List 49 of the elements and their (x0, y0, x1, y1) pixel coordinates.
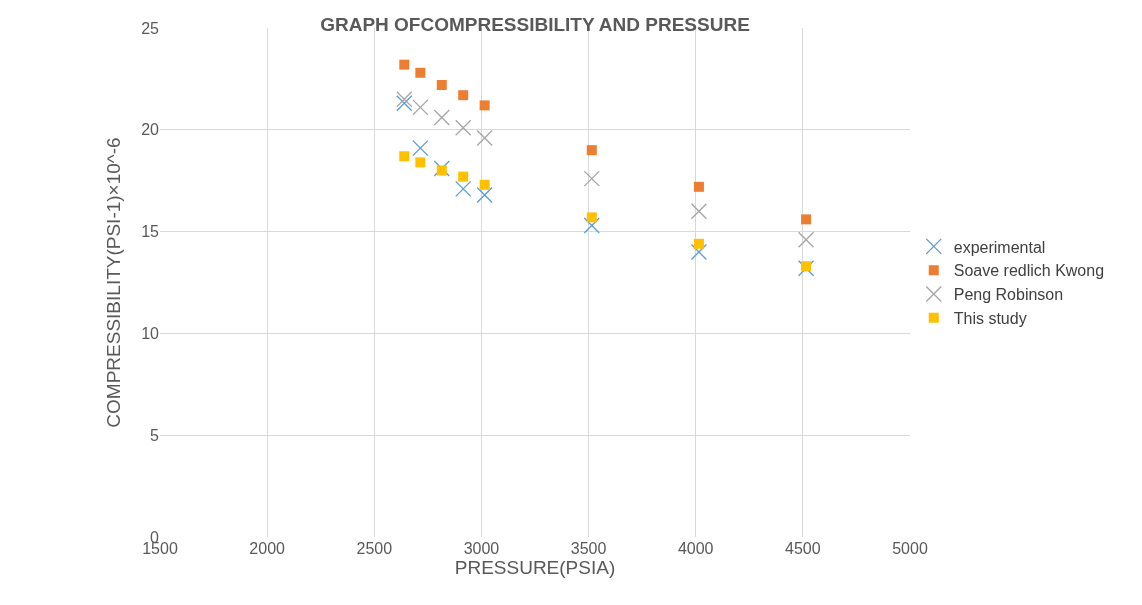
point (583, 217, 600, 234)
point (797, 231, 815, 248)
y-tick-label: 10 (141, 325, 160, 342)
legend-label: This study (953, 310, 1027, 328)
point (433, 109, 450, 126)
chart-title: GRAPH OFCOMPRESSIBILITY AND PRESSURE (320, 14, 750, 36)
y-tick-label: 15 (141, 223, 160, 241)
point (693, 181, 704, 192)
x-tick-label: 2500 (356, 540, 393, 557)
point (586, 212, 597, 223)
point (415, 157, 426, 168)
point (690, 203, 708, 220)
point (412, 139, 429, 157)
point (399, 151, 410, 162)
y-axis-title: COMPRESSIBILITY(PSI-1)×10^-6 (103, 137, 125, 428)
legend-label: Soave redlich Kwong (953, 262, 1105, 280)
point (583, 170, 600, 187)
x-tick-label: 5000 (892, 540, 928, 557)
point (399, 59, 410, 70)
point (458, 90, 469, 101)
legend-label: experimental (953, 238, 1046, 256)
point (693, 238, 704, 249)
point (801, 214, 812, 225)
legend-label: Peng Robinson (953, 286, 1064, 304)
y-tick-label: 20 (141, 121, 160, 139)
point (479, 100, 490, 111)
x-tick-label: 4000 (677, 540, 714, 557)
point (801, 261, 812, 272)
x-axis-title: PRESSURE(PSIA) (454, 557, 616, 578)
point (396, 95, 413, 112)
x-tick-label: 3500 (570, 540, 607, 557)
point (455, 180, 472, 197)
point (476, 186, 493, 204)
point (690, 243, 708, 261)
point (415, 67, 426, 78)
point (436, 165, 447, 176)
point (586, 145, 597, 156)
point (396, 91, 413, 108)
point (458, 171, 469, 182)
x-tick-label: 2000 (249, 540, 286, 557)
point (476, 129, 493, 147)
point (455, 119, 472, 136)
y-tick-label: 5 (150, 426, 160, 444)
x-tick-label: 3000 (463, 540, 500, 557)
point (479, 179, 490, 190)
point (412, 99, 429, 116)
point (436, 80, 447, 91)
x-tick-label: 4500 (785, 540, 821, 557)
y-tick-label: 25 (141, 19, 160, 37)
